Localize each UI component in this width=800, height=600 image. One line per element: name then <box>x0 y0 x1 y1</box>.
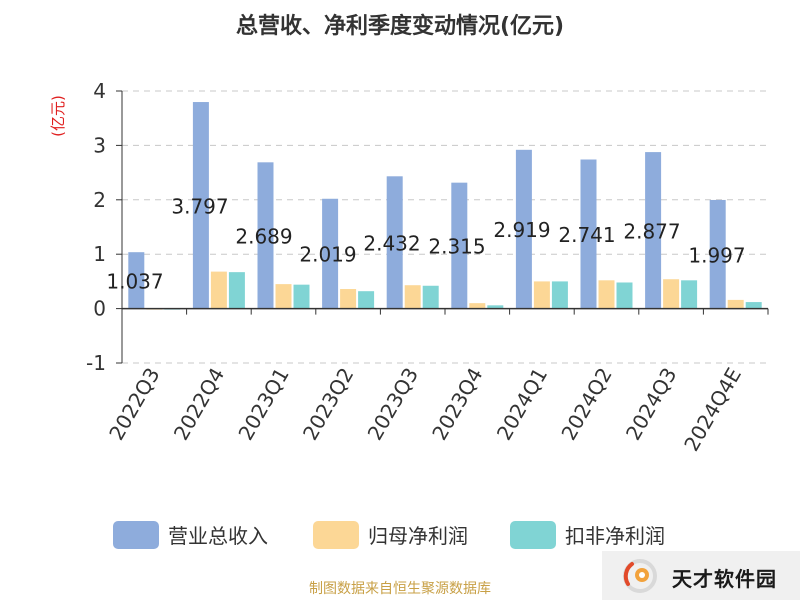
data-label: 2.315 <box>428 235 485 259</box>
data-label: 2.432 <box>363 231 420 255</box>
legend-label: 扣非净利润 <box>565 524 665 548</box>
bar-2-2024Q2 <box>616 282 633 309</box>
data-label: 2.877 <box>623 219 680 243</box>
bar-2-2024Q3 <box>681 280 698 309</box>
legend-swatch <box>313 521 359 549</box>
y-tick-label: -1 <box>86 351 106 375</box>
bar-0-2022Q4 <box>192 102 209 309</box>
data-label: 1.997 <box>688 243 745 267</box>
brand-watermark: 天才软件园 <box>602 551 800 600</box>
chart-title: 总营收、净利季度变动情况(亿元) <box>235 14 565 39</box>
bar-0-2023Q3 <box>386 176 403 309</box>
bar-1-2024Q2 <box>598 280 615 309</box>
bar-1-2023Q4 <box>469 303 486 309</box>
x-tick-label: 2024Q3 <box>621 364 681 445</box>
bar-2-2023Q4 <box>487 305 504 309</box>
bar-0-2023Q1 <box>257 162 274 309</box>
bar-0-2024Q2 <box>580 159 597 309</box>
data-label: 1.037 <box>106 269 163 293</box>
y-tick-label: 3 <box>93 133 106 157</box>
y-tick-label: 0 <box>93 297 106 321</box>
y-axis-label: (亿元) <box>49 95 67 137</box>
legend-swatch <box>113 521 159 549</box>
x-tick-label: 2023Q2 <box>298 364 358 445</box>
bar-0-2024Q4E <box>709 199 726 309</box>
bar-2-2022Q4 <box>228 272 245 309</box>
x-tick-label: 2022Q4 <box>169 364 229 445</box>
y-tick-label: 4 <box>93 79 106 103</box>
source-note: 制图数据来自恒生聚源数据库 <box>309 581 491 597</box>
bar-2-2023Q1 <box>293 284 310 309</box>
bar-1-2022Q4 <box>210 271 227 309</box>
x-tick-label: 2023Q4 <box>427 364 487 445</box>
bar-0-2023Q4 <box>451 182 468 309</box>
bar-2-2024Q4E <box>745 302 762 309</box>
data-label: 2.741 <box>558 223 615 247</box>
bar-1-2023Q3 <box>404 285 421 309</box>
y-tick-label: 2 <box>93 188 106 212</box>
bar-2-2023Q2 <box>358 291 375 309</box>
bar-1-2024Q4E <box>727 299 744 309</box>
legend-label: 归母净利润 <box>368 524 468 548</box>
bar-0-2022Q3 <box>128 252 145 309</box>
x-tick-label: 2024Q1 <box>492 364 552 445</box>
data-label: 2.919 <box>493 218 550 242</box>
bar-1-2024Q3 <box>663 279 680 309</box>
y-tick-label: 1 <box>93 242 106 266</box>
bar-1-2024Q1 <box>533 281 550 309</box>
bar-0-2024Q1 <box>515 149 532 309</box>
legend-label: 营业总收入 <box>168 524 268 548</box>
x-tick-label: 2022Q3 <box>104 364 164 445</box>
bar-0-2024Q3 <box>645 152 662 309</box>
data-label: 2.019 <box>299 243 356 267</box>
bar-1-2023Q1 <box>275 284 292 309</box>
legend-swatch <box>510 521 556 549</box>
bar-1-2023Q2 <box>340 289 357 309</box>
bar-0-2023Q2 <box>322 198 339 309</box>
brand-logo-icon <box>623 559 657 593</box>
x-tick-label: 2023Q1 <box>233 364 293 445</box>
data-label: 2.689 <box>235 224 292 248</box>
data-label: 3.797 <box>171 194 228 218</box>
x-tick-label: 2024Q4E <box>679 364 746 456</box>
x-tick-label: 2024Q2 <box>556 364 616 445</box>
brand-name: 天才软件园 <box>672 567 777 591</box>
x-tick-label: 2023Q3 <box>363 364 423 445</box>
bar-2-2024Q1 <box>551 281 568 309</box>
bar-2-2023Q3 <box>422 285 439 309</box>
